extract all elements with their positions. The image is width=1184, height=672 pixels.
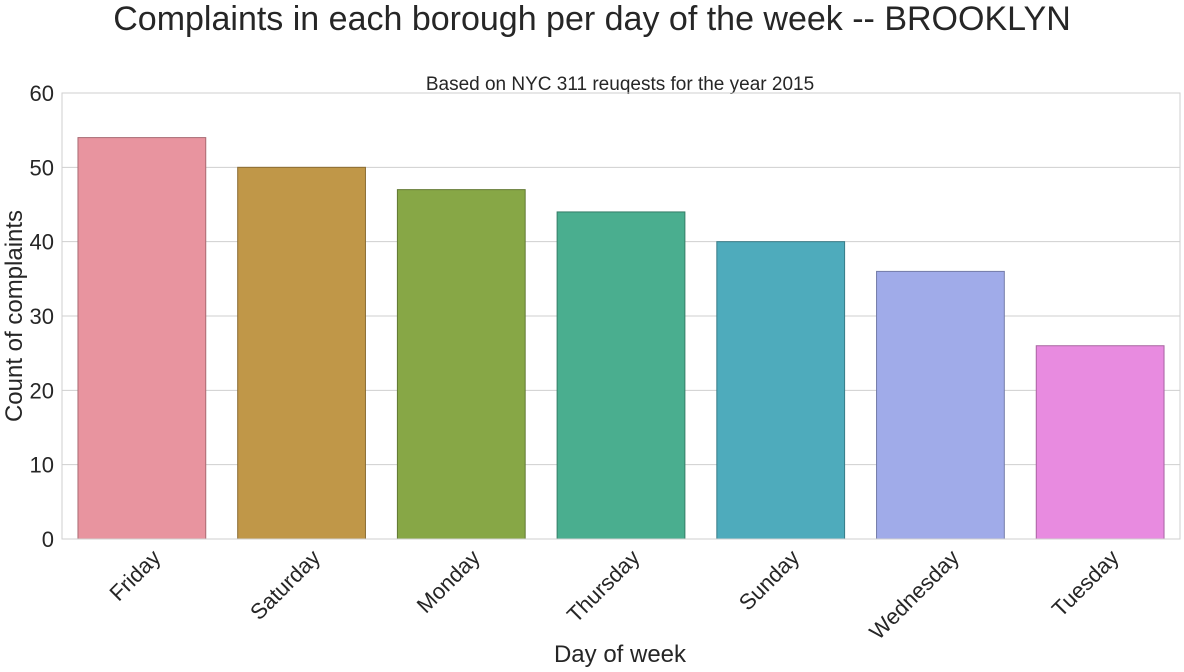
x-tick-label-wednesday: Wednesday (864, 545, 964, 645)
bar-monday (396, 189, 526, 540)
y-tick-label: 0 (42, 527, 54, 552)
bar-friday (77, 137, 207, 540)
y-tick-label: 30 (30, 304, 54, 329)
chart-title: Complaints in each borough per day of th… (113, 0, 1071, 38)
x-tick-label-tuesday: Tuesday (1047, 545, 1124, 622)
y-tick-label: 40 (30, 230, 54, 255)
y-tick-label: 10 (30, 453, 54, 478)
bar-wednesday (876, 270, 1005, 540)
y-axis-label: Count of complaints (1, 210, 28, 422)
x-tick-label-saturday: Saturday (245, 545, 325, 625)
x-axis-label: Day of week (554, 641, 687, 668)
y-tick-label: 20 (30, 378, 54, 403)
plot-frame (61, 92, 1181, 540)
bars (77, 137, 1165, 540)
x-tick-label-friday: Friday (104, 545, 165, 606)
y-tick-label: 60 (30, 81, 54, 106)
y-tick-labels: 0 10 20 30 40 50 60 (30, 81, 54, 552)
x-tick-label-sunday: Sunday (734, 545, 804, 615)
bar-tuesday (1035, 345, 1165, 540)
bar-sunday (716, 241, 846, 540)
x-tick-label-monday: Monday (412, 545, 485, 618)
x-tick-labels: Friday Saturday Monday Thursday Sunday Wednes… (104, 545, 1123, 645)
chart-subtitle: Based on NYC 311 reuqests for the year 2… (426, 74, 814, 95)
bar-thursday (556, 211, 686, 540)
x-tick-label-thursday: Thursday (562, 545, 645, 628)
bar-saturday (237, 166, 366, 540)
y-tick-label: 50 (30, 155, 54, 180)
